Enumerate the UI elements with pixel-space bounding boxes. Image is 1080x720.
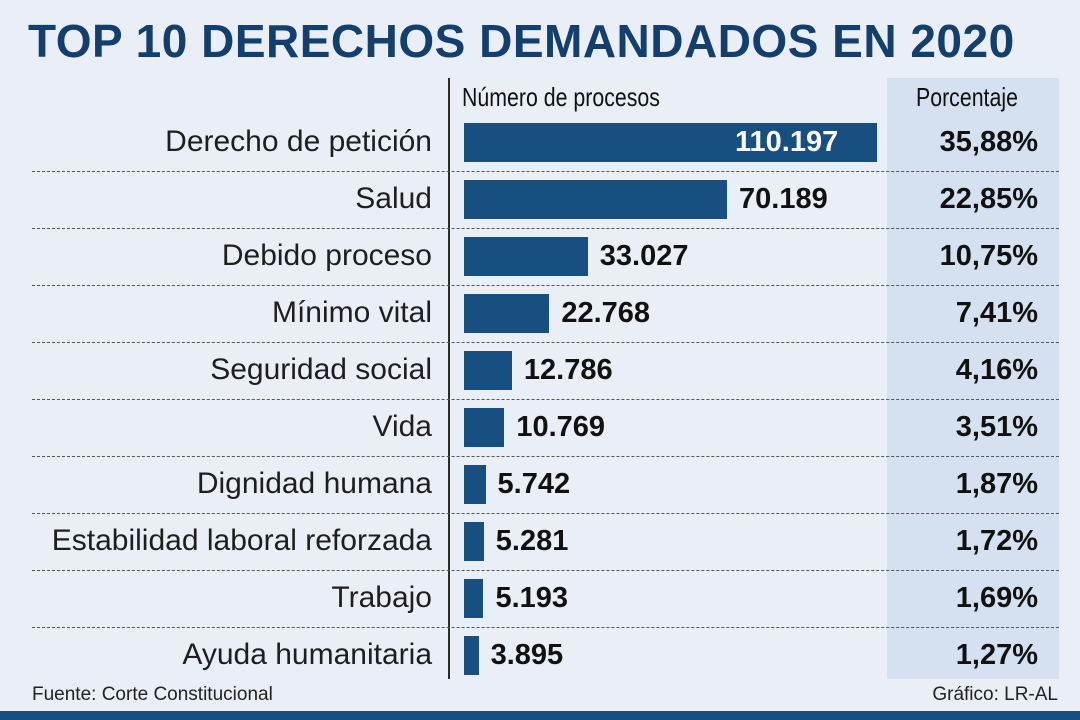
row-label: Estabilidad laboral reforzada [51,524,432,557]
bar [464,123,877,162]
row-label: Ayuda humanitaria [182,638,432,671]
bar-value-label: 5.281 [495,525,569,557]
percentage-value: 1,87% [955,468,1038,500]
bar [464,579,484,618]
percentage-value: 10,75% [939,240,1038,272]
row-label: Vida [372,410,432,443]
bar [464,180,728,219]
percentage-value: 1,69% [955,582,1038,614]
bar-value-label: 5.193 [495,582,569,614]
row-separator [32,513,1059,514]
bar-value-label: 10.769 [516,411,606,443]
row-separator [32,570,1059,571]
percentage-value: 35,88% [939,126,1038,158]
percentage-value: 4,16% [955,354,1038,386]
column-header-numero: Número de procesos [462,82,660,112]
row-label: Trabajo [331,581,432,614]
row-separator [32,228,1059,229]
bar-value-label: 12.786 [523,354,613,386]
bar-value-label: 3.895 [490,639,564,671]
row-label: Mínimo vital [271,296,432,329]
bar-value-label: 33.027 [599,240,689,272]
bar [464,351,512,390]
percentage-value: 1,27% [955,639,1038,671]
bar [464,237,588,276]
bar [464,636,479,675]
percentage-value: 22,85% [939,183,1038,215]
graphic-credit: Gráfico: LR-AL [932,684,1058,705]
percentage-value: 1,72% [955,525,1038,557]
bottom-accent-bar [0,711,1080,720]
percentage-column-background [887,78,1059,679]
row-separator [32,285,1059,286]
row-separator [32,627,1059,628]
chart-title: TOP 10 DERECHOS DEMANDADOS EN 2020 [28,15,1015,67]
row-label: Dignidad humana [196,467,432,500]
row-label: Seguridad social [210,353,432,386]
bar-value-label: 22.768 [561,297,651,329]
row-label: Derecho de petición [165,125,432,158]
column-header-porcentaje: Porcentaje [916,82,1018,112]
row-label: Debido proceso [221,239,432,272]
row-separator [32,342,1059,343]
bar [464,408,505,447]
row-label: Salud [355,182,432,215]
row-separator [32,171,1059,172]
row-separator [32,399,1059,400]
bar [464,522,484,561]
row-separator [32,456,1059,457]
bar-value-label: 110.197 [735,126,839,158]
bar-value-label: 70.189 [739,183,828,215]
source-note: Fuente: Corte Constitucional [32,684,273,705]
percentage-value: 7,41% [955,297,1038,329]
bar [464,294,550,333]
percentage-value: 3,51% [955,411,1038,443]
bar [464,465,486,504]
label-divider [448,78,450,679]
bar-value-label: 5.742 [497,468,571,500]
